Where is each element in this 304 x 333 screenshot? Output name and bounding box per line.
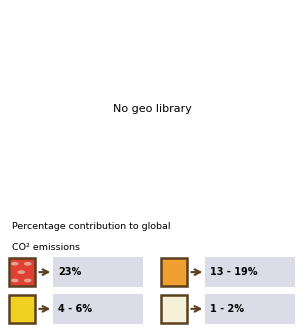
Circle shape (25, 279, 31, 282)
Text: No geo library: No geo library (112, 104, 192, 114)
Bar (53, 257, 143, 287)
Bar (161, 258, 187, 286)
Bar (205, 257, 295, 287)
Text: 13 - 19%: 13 - 19% (210, 267, 257, 277)
Bar (161, 295, 187, 323)
Bar (9, 295, 35, 323)
Circle shape (12, 263, 18, 265)
Text: 1 - 2%: 1 - 2% (210, 304, 244, 314)
Text: 4 - 6%: 4 - 6% (58, 304, 92, 314)
Circle shape (12, 279, 18, 282)
Text: Percentage contribution to global: Percentage contribution to global (12, 221, 171, 230)
Circle shape (25, 263, 31, 265)
Circle shape (18, 271, 24, 273)
Bar (53, 294, 143, 324)
Bar (9, 258, 35, 286)
Bar (205, 294, 295, 324)
Text: 23%: 23% (58, 267, 81, 277)
Text: CO² emissions: CO² emissions (12, 243, 80, 252)
